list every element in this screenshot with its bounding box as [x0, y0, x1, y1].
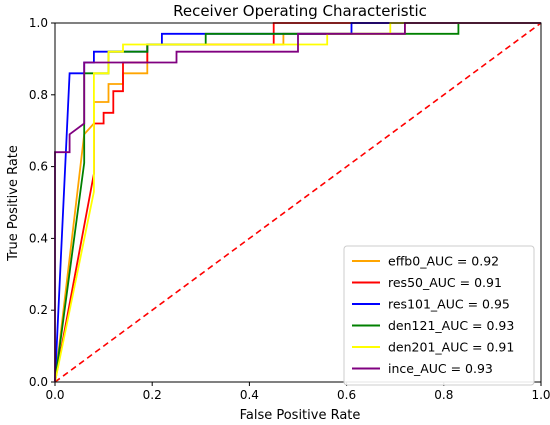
legend-label: effb0_AUC = 0.92	[388, 254, 499, 269]
x-tick-label: 0.0	[45, 388, 64, 402]
y-tick-label: 0.2	[29, 303, 48, 317]
chance-line	[54, 22, 542, 383]
legend-label: den121_AUC = 0.93	[388, 318, 514, 333]
legend: effb0_AUC = 0.92 res50_AUC = 0.91 res101_A…	[343, 245, 535, 386]
y-tick-label: 0.0	[29, 375, 48, 389]
x-tick-label: 1.0	[531, 388, 550, 402]
x-tick-label: 0.8	[434, 388, 453, 402]
legend-box	[343, 245, 535, 386]
y-tick-label: 0.8	[29, 88, 48, 102]
x-axis-label: False Positive Rate	[240, 408, 361, 423]
legend-label: res101_AUC = 0.95	[388, 297, 510, 312]
series-line-5	[54, 22, 541, 382]
legend-label: den201_AUC = 0.91	[388, 340, 514, 355]
y-tick-label: 1.0	[29, 16, 48, 30]
x-tick-label: 0.6	[337, 388, 356, 402]
axes-frame	[54, 22, 542, 383]
y-axis-label: True Positive Rate	[6, 145, 21, 262]
series-line-4	[54, 22, 541, 383]
chart-title: Receiver Operating Characteristic	[173, 2, 427, 20]
y-tick-label: 0.4	[29, 231, 48, 245]
x-tick-label: 0.2	[143, 388, 162, 402]
legend-label: res50_AUC = 0.91	[388, 275, 502, 290]
x-tick-label: 0.4	[240, 388, 259, 402]
legend-label: ince_AUC = 0.93	[388, 361, 493, 376]
plot-area: 0.0 0.2 0.4 0.6 0.8 1.0 0.0 0.2 0.4 0.6 0.8 1.0	[29, 16, 550, 402]
y-tick-label: 0.6	[29, 160, 48, 174]
